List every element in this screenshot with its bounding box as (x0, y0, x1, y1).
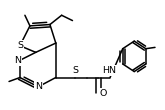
Text: S: S (17, 41, 23, 50)
Text: HN: HN (102, 66, 116, 75)
Text: N: N (14, 56, 21, 65)
Text: N: N (35, 82, 42, 91)
Text: O: O (100, 89, 107, 98)
Text: S: S (72, 66, 78, 75)
